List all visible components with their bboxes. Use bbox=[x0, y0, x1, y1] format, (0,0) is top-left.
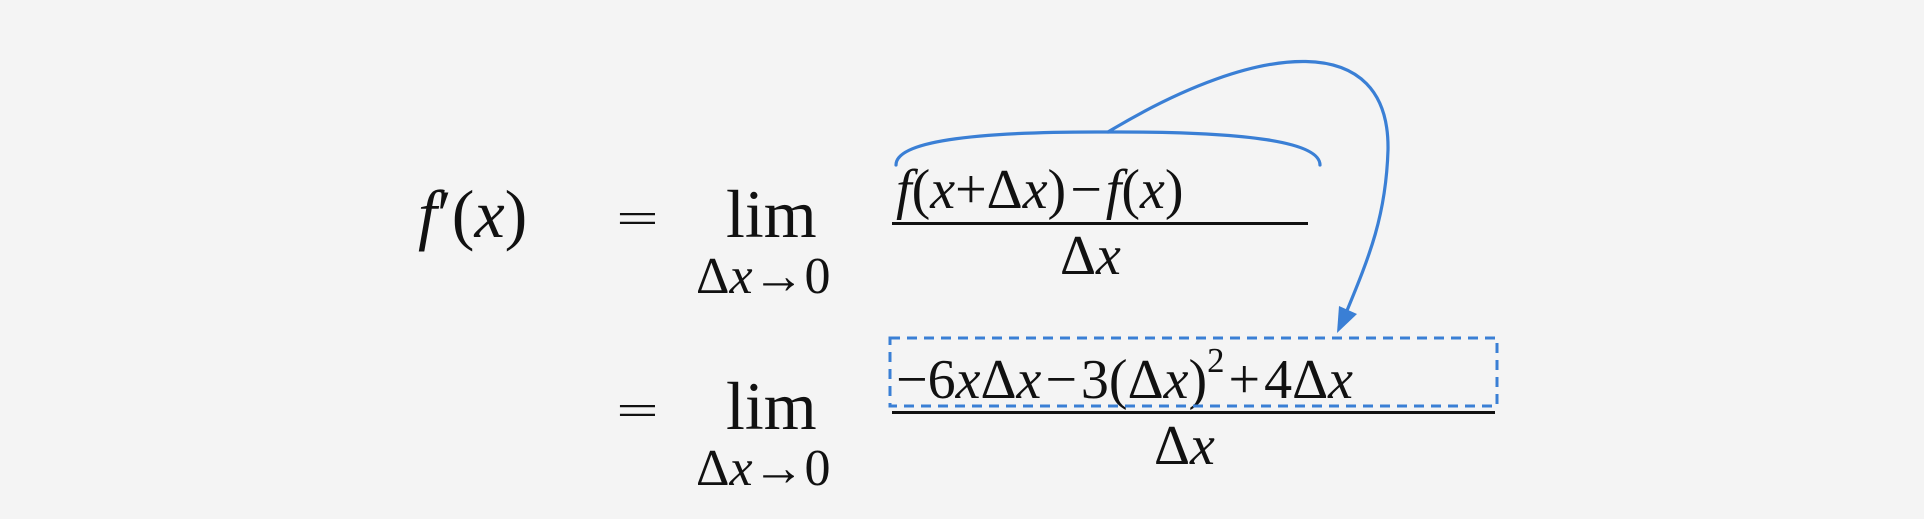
lim-1: lim bbox=[726, 176, 817, 252]
fraction-bar-1 bbox=[892, 222, 1308, 225]
num2-delta3: Δ bbox=[1292, 349, 1329, 411]
num2-plus: + bbox=[1228, 349, 1261, 411]
num1-close2: ) bbox=[1164, 159, 1184, 221]
numerator-2: −6xΔx−3(Δx)2+4Δx bbox=[896, 343, 1353, 411]
lim1-sub-arrow: → bbox=[752, 248, 805, 305]
lim2-sub-arrow: → bbox=[752, 440, 805, 497]
num2-x3: x bbox=[1163, 349, 1189, 411]
lim-2: lim bbox=[726, 368, 817, 444]
equals-sign-2: = bbox=[614, 377, 661, 442]
lhs-prime: ′ bbox=[436, 176, 452, 252]
denominator-1: Δx bbox=[1060, 228, 1121, 284]
num2-x4: x bbox=[1328, 349, 1353, 411]
num2-four: 4 bbox=[1264, 349, 1293, 411]
lim1-sub-delta: Δ bbox=[696, 248, 730, 305]
curved-arrow-shaft bbox=[1106, 59, 1390, 315]
num2-six: 6 bbox=[927, 349, 956, 411]
num1-open2: ( bbox=[1121, 159, 1141, 221]
den2-x: x bbox=[1190, 415, 1215, 477]
lim2-sub-x: x bbox=[729, 440, 753, 497]
num2-x2: x bbox=[1016, 349, 1042, 411]
num2-exponent: 2 bbox=[1207, 340, 1225, 380]
overbrace bbox=[894, 130, 1322, 167]
num2-delta1: Δ bbox=[980, 349, 1017, 411]
num1-f2: f bbox=[1105, 159, 1122, 221]
denominator-2: Δx bbox=[1154, 418, 1215, 474]
num1-f1: f bbox=[896, 159, 912, 221]
num1-close1: ) bbox=[1047, 159, 1067, 221]
num1-x3: x bbox=[1140, 159, 1165, 221]
numerator-1: f(x+Δx)−f(x) bbox=[896, 162, 1184, 218]
den1-delta: Δ bbox=[1060, 225, 1097, 287]
lim-subscript-1: Δx→0 bbox=[696, 250, 831, 303]
num2-close: ) bbox=[1188, 349, 1208, 411]
lim-subscript-2: Δx→0 bbox=[696, 442, 831, 495]
lhs-x: x bbox=[474, 176, 505, 252]
den2-delta: Δ bbox=[1154, 415, 1191, 477]
lim1-sub-x: x bbox=[729, 248, 753, 305]
num1-delta: Δ bbox=[986, 159, 1023, 221]
lhs-close-paren: ) bbox=[504, 176, 528, 252]
num2-x1: x bbox=[955, 349, 981, 411]
dashed-highlight-box bbox=[888, 336, 1499, 408]
num1-x2: x bbox=[1022, 159, 1048, 221]
lim1-sub-zero: 0 bbox=[804, 248, 831, 305]
num1-minus: − bbox=[1070, 159, 1102, 221]
lim2-sub-zero: 0 bbox=[804, 440, 831, 497]
lhs-f: f bbox=[418, 176, 437, 252]
fraction-bar-2 bbox=[892, 411, 1495, 414]
num1-plus: + bbox=[955, 159, 987, 221]
lhs-open-paren: ( bbox=[451, 176, 475, 252]
arrowhead bbox=[1337, 306, 1357, 333]
num1-x1: x bbox=[930, 159, 956, 221]
lim2-sub-delta: Δ bbox=[696, 440, 730, 497]
num2-delta2: Δ bbox=[1127, 349, 1164, 411]
num2-minus2: − bbox=[1045, 349, 1077, 411]
equals-sign-1: = bbox=[614, 185, 661, 250]
num2-open: ( bbox=[1108, 349, 1128, 411]
num2-minus1: − bbox=[896, 349, 928, 411]
num1-open1: ( bbox=[911, 159, 931, 221]
lhs-derivative: f′(x) bbox=[418, 180, 527, 249]
num2-three: 3 bbox=[1080, 349, 1109, 411]
den1-x: x bbox=[1096, 225, 1121, 287]
